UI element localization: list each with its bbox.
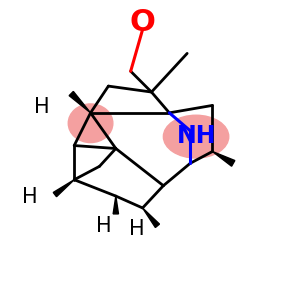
Text: H: H: [34, 97, 49, 117]
Polygon shape: [69, 92, 91, 113]
Text: H: H: [129, 219, 144, 239]
Polygon shape: [113, 196, 118, 214]
Polygon shape: [142, 208, 160, 227]
Polygon shape: [53, 180, 74, 197]
Ellipse shape: [164, 115, 229, 158]
Text: O: O: [130, 8, 155, 37]
Ellipse shape: [68, 104, 113, 142]
Text: NH: NH: [177, 124, 217, 148]
Text: H: H: [22, 187, 38, 207]
Text: H: H: [96, 216, 112, 236]
Polygon shape: [212, 152, 235, 166]
